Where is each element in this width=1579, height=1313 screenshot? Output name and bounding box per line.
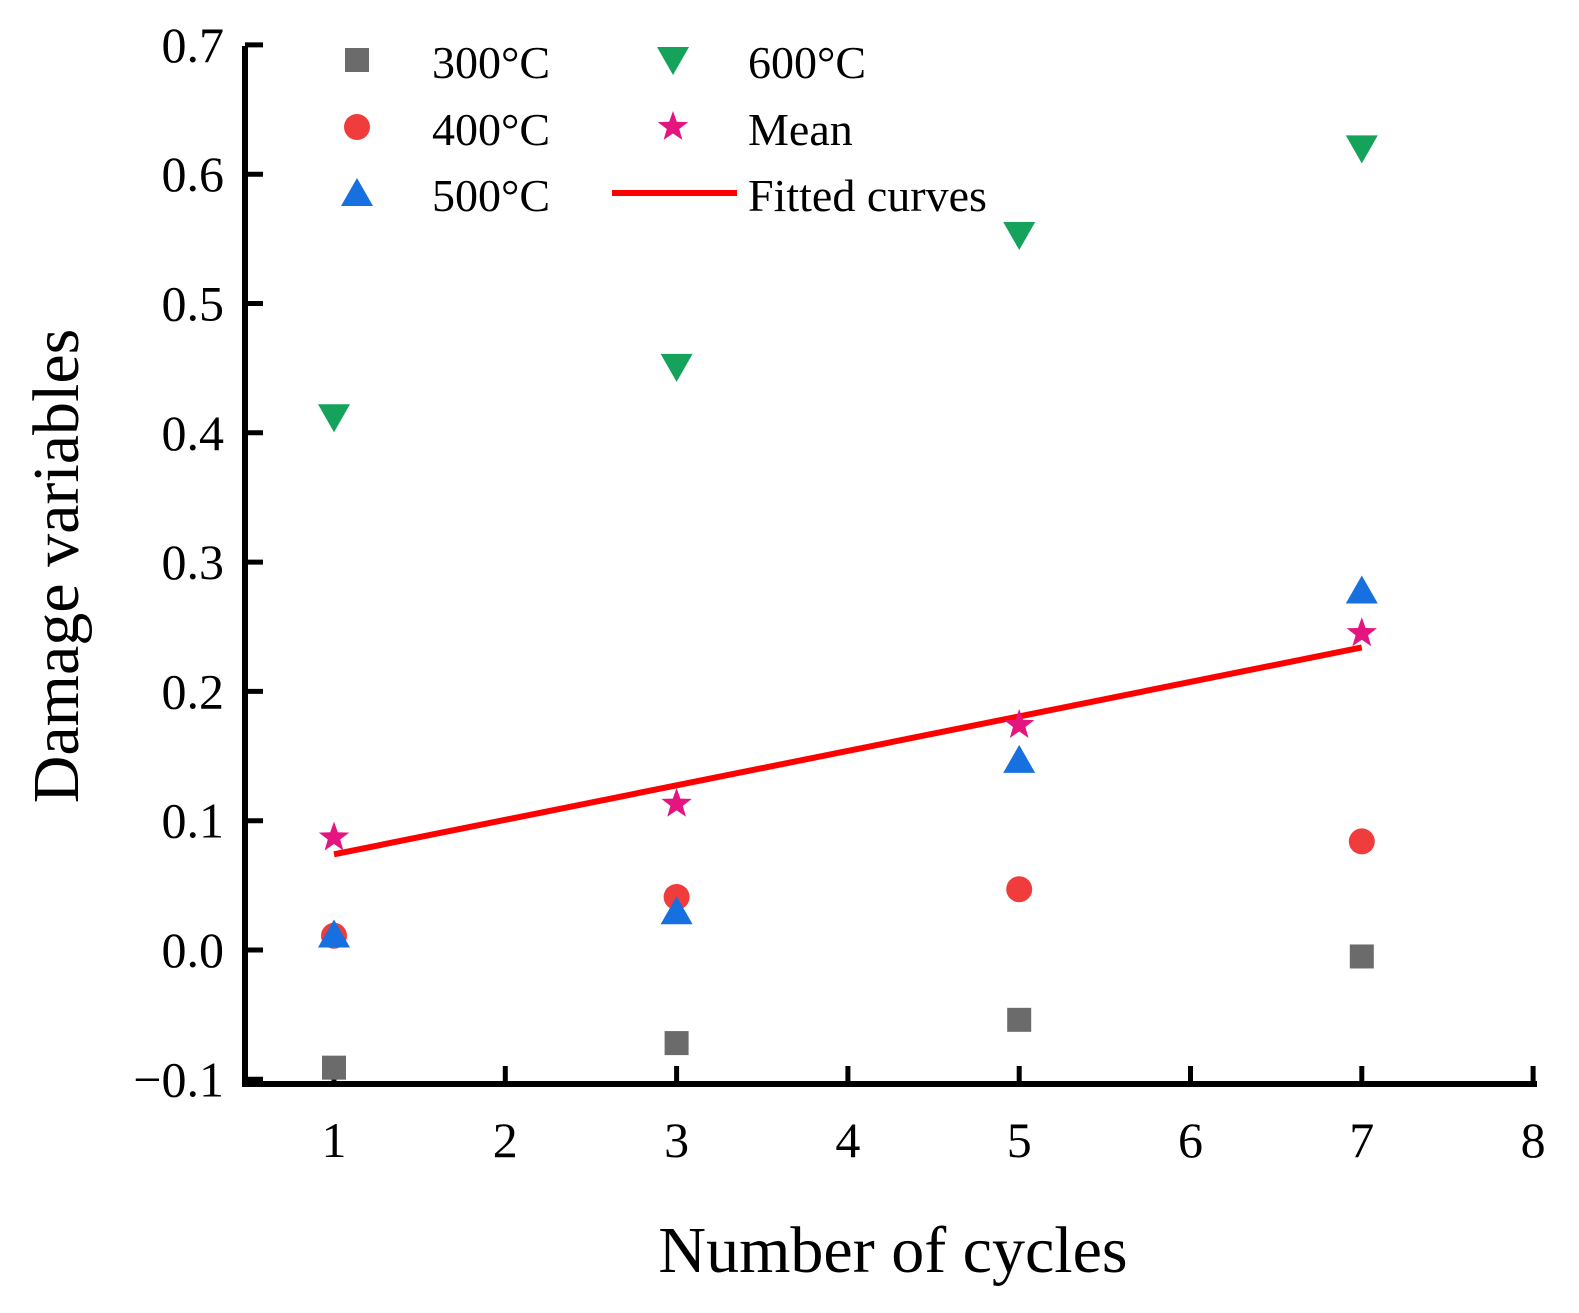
fitted-curve-group <box>333 644 1363 858</box>
fitted-curve-line <box>333 644 1363 858</box>
y-tick-label: 0.0 <box>162 922 225 978</box>
triangle-up-point <box>1345 575 1378 604</box>
y-tick-label: 0.4 <box>162 405 225 461</box>
legend-triangle-up-symbol <box>341 178 373 206</box>
square-point <box>664 1031 689 1056</box>
y-tick-label: 0.6 <box>162 146 225 202</box>
y-tick-label: 0.1 <box>162 793 225 849</box>
y-tick-label: 0.2 <box>162 663 225 719</box>
x-tick-label: 2 <box>493 1112 518 1168</box>
triangle-up-point <box>1003 744 1036 773</box>
legend-label: 500°C <box>432 170 550 221</box>
legend-square-symbol <box>345 48 369 72</box>
circle-point <box>1348 828 1375 855</box>
triangle-down-point <box>1003 221 1036 250</box>
legend-label: Fitted curves <box>748 170 987 221</box>
x-tick-label: 1 <box>322 1112 347 1168</box>
triangle-down-point <box>1345 135 1378 164</box>
data-points <box>318 135 1378 1080</box>
x-tick-label: 7 <box>1349 1112 1374 1168</box>
legend: 300°C 400°C 500°C 600°C Mean Fitted curves <box>341 37 987 221</box>
y-tick-label: −0.1 <box>133 1051 224 1107</box>
legend-label: 400°C <box>432 104 550 155</box>
x-tick-label: 3 <box>664 1112 689 1168</box>
axes <box>242 46 1537 1087</box>
square-point <box>322 1055 346 1080</box>
legend-star-symbol <box>657 111 689 140</box>
star-point <box>661 787 692 817</box>
legend-label: 300°C <box>432 37 550 88</box>
x-tick-label: 4 <box>835 1112 860 1168</box>
circle-point <box>1006 876 1033 903</box>
y-tick-label: 0.5 <box>162 276 225 332</box>
legend-label: Mean <box>748 104 853 155</box>
star-point <box>1346 617 1377 647</box>
x-tick-label: 8 <box>1521 1112 1546 1168</box>
star-point <box>1004 709 1035 738</box>
x-tick-label: 5 <box>1007 1112 1032 1168</box>
x-axis-title: Number of cycles <box>658 1214 1127 1287</box>
tick-group: 1 2 3 4 5 6 7 8 −0.1 0.0 0.1 0.2 0.3 0.4 0.5 0.6 0.7 <box>133 17 1545 1168</box>
triangle-up-point <box>660 896 693 925</box>
legend-triangle-down-symbol <box>657 47 689 75</box>
star-point <box>318 821 350 851</box>
legend-circle-symbol <box>344 114 370 140</box>
y-tick-label: 0.7 <box>162 17 225 73</box>
y-tick-label: 0.3 <box>162 534 225 590</box>
y-axis-title: Damage variables <box>20 329 93 804</box>
square-point <box>1007 1007 1032 1032</box>
triangle-down-point <box>660 353 693 382</box>
square-point <box>1349 944 1374 969</box>
x-tick-label: 6 <box>1178 1112 1203 1168</box>
triangle-down-point <box>318 404 350 433</box>
legend-label: 600°C <box>748 37 866 88</box>
triangle-up-point <box>318 919 350 948</box>
